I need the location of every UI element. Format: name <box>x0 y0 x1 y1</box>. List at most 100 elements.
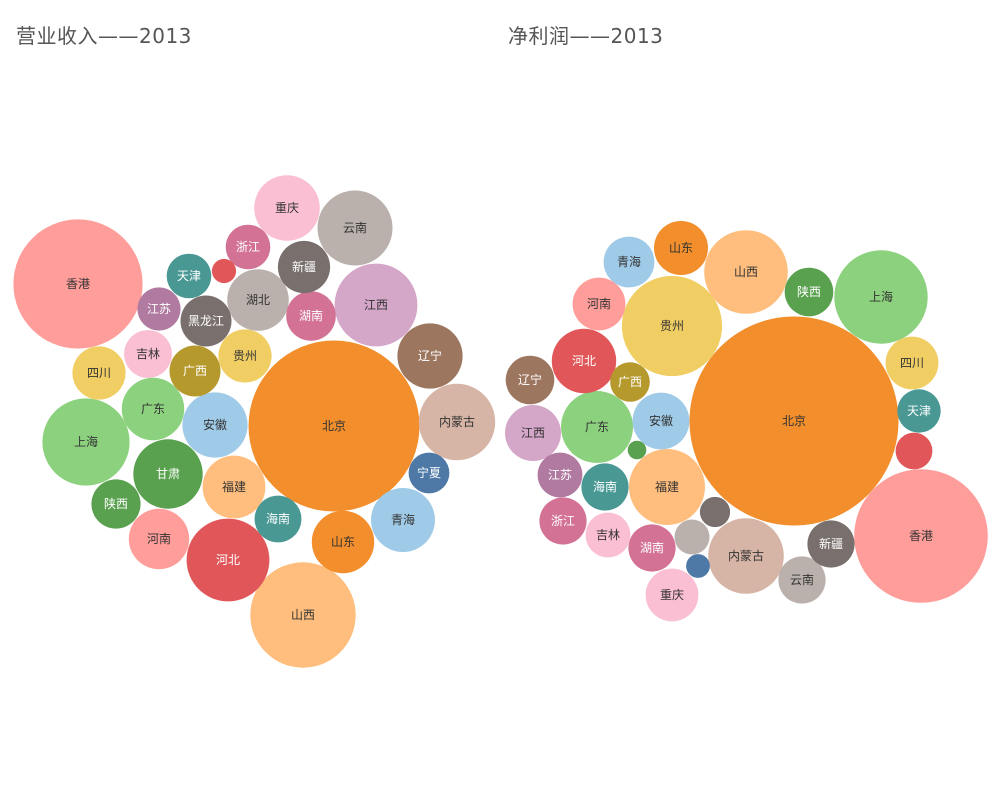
bubble[interactable] <box>581 463 629 511</box>
bubble[interactable] <box>137 287 181 331</box>
bubble[interactable] <box>72 346 126 400</box>
bubble[interactable] <box>708 518 784 594</box>
bubble[interactable] <box>42 398 130 486</box>
bubble[interactable] <box>654 221 708 275</box>
bubble[interactable] <box>211 258 237 284</box>
bubble[interactable] <box>13 219 143 349</box>
bubble[interactable] <box>561 391 633 463</box>
bubble[interactable] <box>121 377 185 441</box>
bubble[interactable] <box>250 562 356 668</box>
bubble[interactable] <box>91 479 141 529</box>
bubble-label: 贵州 <box>660 319 684 333</box>
bubble[interactable] <box>895 432 933 470</box>
bubble-label: 江苏 <box>147 302 171 316</box>
bubble[interactable] <box>629 449 705 525</box>
bubble[interactable] <box>704 230 788 314</box>
bubble[interactable] <box>537 452 583 498</box>
bubble-label: 黑龙江 <box>188 314 224 328</box>
bubble-label: 云南 <box>343 220 367 235</box>
bubble[interactable] <box>621 275 723 377</box>
bubble[interactable] <box>317 190 393 266</box>
bubble-label: 河北 <box>572 354 596 368</box>
bubble-label: 辽宁 <box>418 348 442 363</box>
bubble-label: 重庆 <box>660 588 684 602</box>
bubble[interactable] <box>854 469 988 603</box>
bubble-label: 江苏 <box>548 468 572 482</box>
bubble[interactable] <box>885 336 939 390</box>
bubble-label: 广东 <box>141 402 165 416</box>
bubble-label: 海南 <box>266 511 290 526</box>
bubble[interactable] <box>133 439 203 509</box>
bubble-label: 海南 <box>593 479 617 494</box>
bubble-label: 河南 <box>147 531 171 546</box>
bubble-label: 安徽 <box>203 417 227 432</box>
bubble[interactable] <box>778 556 826 604</box>
bubble[interactable] <box>897 389 941 433</box>
bubble-label: 山东 <box>669 241 693 255</box>
bubble[interactable] <box>674 519 710 555</box>
bubble[interactable] <box>784 267 834 317</box>
bubble-label: 甘肃 <box>156 467 180 481</box>
bubble-label: 山东 <box>331 535 355 549</box>
bubble[interactable] <box>124 330 172 378</box>
bubble[interactable] <box>202 455 266 519</box>
bubble[interactable] <box>645 568 699 622</box>
bubble[interactable] <box>585 512 631 558</box>
bubble-label: 重庆 <box>275 201 299 215</box>
bubble[interactable] <box>627 440 647 460</box>
bubble[interactable] <box>539 497 587 545</box>
bubble[interactable] <box>572 277 626 331</box>
bubble[interactable] <box>632 392 690 450</box>
bubble[interactable] <box>166 253 212 299</box>
bubble-label: 湖南 <box>640 540 664 555</box>
bubble-label: 青海 <box>617 254 641 269</box>
bubble-label: 陕西 <box>797 284 821 299</box>
bubble[interactable] <box>227 269 289 331</box>
bubble[interactable] <box>418 383 496 461</box>
bubble-label: 湖北 <box>246 292 270 307</box>
bubble-label: 浙江 <box>236 240 260 254</box>
bubble[interactable] <box>225 224 271 270</box>
bubble[interactable] <box>182 392 248 458</box>
bubble-label: 上海 <box>74 434 98 449</box>
bubble[interactable] <box>610 362 650 402</box>
bubble[interactable] <box>371 488 435 552</box>
bubble[interactable] <box>169 345 221 397</box>
bubble-label: 江西 <box>364 298 388 312</box>
bubble[interactable] <box>248 340 420 512</box>
bubble-label: 山西 <box>734 265 758 279</box>
bubble-label: 河南 <box>587 296 611 311</box>
bubble[interactable] <box>628 524 676 572</box>
bubble[interactable] <box>408 452 450 494</box>
bubble[interactable] <box>834 250 928 344</box>
bubble-label: 山西 <box>291 608 315 622</box>
bubble[interactable] <box>180 295 232 347</box>
bubble-label: 江西 <box>521 426 545 440</box>
bubble-label: 吉林 <box>136 347 160 361</box>
bubble[interactable] <box>254 495 302 543</box>
bubble[interactable] <box>699 496 731 528</box>
bubble[interactable] <box>311 510 375 574</box>
bubble[interactable] <box>286 291 336 341</box>
bubble[interactable] <box>334 263 418 347</box>
bubble[interactable] <box>551 328 617 394</box>
bubble[interactable] <box>807 520 855 568</box>
bubble-label: 云南 <box>790 572 814 587</box>
bubble[interactable] <box>603 236 655 288</box>
bubble-label: 辽宁 <box>518 372 542 387</box>
bubble[interactable] <box>689 316 899 526</box>
bubble[interactable] <box>686 554 710 578</box>
bubble-label: 内蒙古 <box>439 414 475 429</box>
bubble-label: 内蒙古 <box>728 548 764 563</box>
bubble[interactable] <box>128 508 190 570</box>
bubble-label: 天津 <box>177 269 201 283</box>
bubble[interactable] <box>186 518 270 602</box>
bubble[interactable] <box>505 405 561 461</box>
bubble[interactable] <box>218 329 272 383</box>
bubble[interactable] <box>397 323 463 389</box>
bubble[interactable] <box>254 175 320 241</box>
bubble-label: 四川 <box>900 356 924 370</box>
bubble-label: 上海 <box>869 289 893 304</box>
bubble[interactable] <box>505 355 555 405</box>
bubble[interactable] <box>277 240 331 294</box>
